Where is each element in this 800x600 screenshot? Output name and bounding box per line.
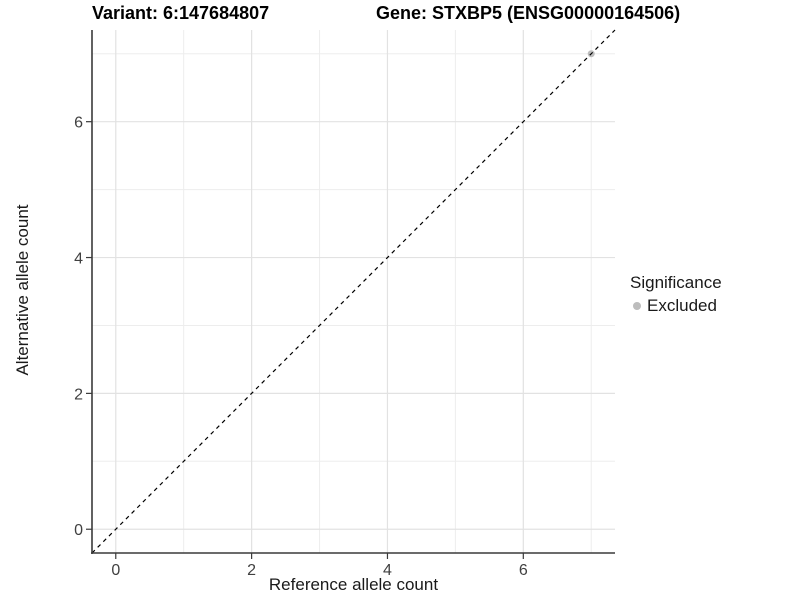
x-tick-label: 6	[519, 562, 528, 579]
legend-point-icon	[633, 302, 641, 310]
y-tick-label: 4	[74, 251, 83, 268]
legend-title: Significance	[630, 273, 722, 292]
variant-title: Variant: 6:147684807	[92, 3, 270, 23]
y-tick-label: 2	[74, 386, 83, 403]
x-tick-label: 0	[111, 562, 120, 579]
gene-title: Gene: STXBP5 (ENSG00000164506)	[376, 3, 681, 23]
y-tick-label: 0	[74, 522, 83, 539]
x-tick-label: 2	[247, 562, 256, 579]
legend-item-excluded: Excluded	[633, 296, 722, 316]
y-tick-label: 6	[74, 115, 83, 132]
x-tick-label: 4	[383, 562, 392, 579]
x-axis-title: Reference allele count	[268, 575, 439, 594]
y-axis-title: Alternative allele count	[13, 204, 32, 376]
legend-item-label: Excluded	[647, 296, 717, 315]
identity-line	[91, 29, 616, 554]
legend: Significance Excluded	[630, 273, 722, 316]
